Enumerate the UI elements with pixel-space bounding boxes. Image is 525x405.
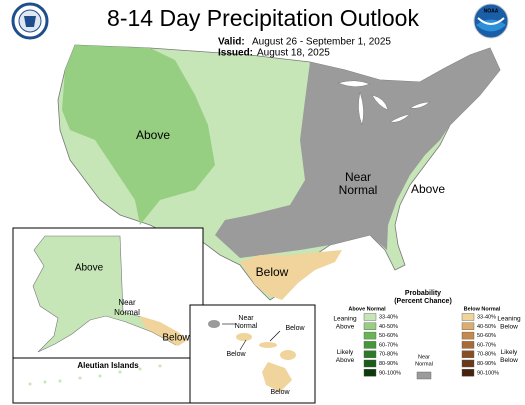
legend-swatch (461, 350, 475, 358)
legend-swatch (363, 331, 377, 340)
aleutian-label: Aleutian Islands (77, 361, 139, 370)
legend-bin-label: 33-40% (379, 314, 398, 320)
legend-swatch (363, 369, 377, 377)
big-island (262, 362, 292, 392)
alaska-inset (12, 227, 204, 404)
great-lakes (337, 80, 431, 126)
legend-swatch (461, 322, 475, 330)
alaska-below-region (140, 316, 188, 346)
kauai (208, 320, 220, 328)
legend-bin-label: 70-80% (477, 352, 496, 358)
tx-below-region (240, 250, 342, 300)
region-label: Normal (339, 183, 378, 197)
molokai (259, 342, 277, 348)
region-label: Below (162, 333, 190, 344)
title: 8-14 Day Precipitation Outlook (107, 5, 419, 31)
legend-swatch (461, 341, 475, 349)
legend-bin-label: 60-70% (379, 342, 398, 348)
legend-group-label: Above (336, 324, 355, 331)
near-normal-region (215, 48, 500, 258)
legend-group-label: Below (500, 324, 518, 331)
legend-near-label: Near (418, 354, 430, 360)
region-label: Below (226, 351, 246, 358)
issued-date: August 18, 2025 (257, 48, 330, 59)
legend-near-label: Normal (415, 361, 433, 367)
conus-map (57, 44, 501, 301)
oahu (236, 333, 252, 341)
legend-swatch (363, 341, 377, 349)
noaa-logo-text: NOAA (484, 8, 499, 14)
legend-group-label: Likely (337, 349, 354, 356)
west-above-region (62, 45, 215, 225)
legend-title: (Percent Chance) (394, 298, 452, 305)
hawaii-inset (189, 304, 316, 404)
legend-header: Above Normal (348, 306, 386, 312)
legend-swatch (461, 359, 475, 368)
noaa-logo (473, 3, 509, 39)
legend-group-label: Below (500, 357, 518, 364)
maui (280, 350, 296, 360)
legend-bin-label: 90-100% (379, 370, 401, 376)
doc-logo (11, 2, 49, 40)
region-label: Above (75, 263, 104, 274)
legend-swatch (363, 350, 377, 358)
aleutian-islands (28, 364, 162, 386)
legend-group-label: Leaning (333, 316, 357, 323)
legend-swatch (363, 322, 377, 330)
region-label: Below (285, 325, 305, 332)
region-label: Near (118, 298, 136, 307)
legend-bin-label: 60-70% (477, 342, 496, 348)
legend-title: Probability (405, 290, 441, 297)
region-label: Below (270, 389, 290, 396)
legend-bin-label: 50-60% (379, 333, 398, 339)
legend-swatch (461, 369, 475, 377)
region-label: Near (345, 170, 371, 184)
region-label: Below (256, 265, 289, 279)
legend-bin-label: 33-40% (477, 314, 496, 320)
legend-bin-label: 70-80% (379, 352, 398, 358)
legend-bin-label: 90-100% (477, 370, 499, 376)
region-label: Normal (235, 323, 258, 330)
legend-group-label: Above (336, 357, 355, 364)
legend-swatch (416, 371, 432, 380)
legend-header: Below Normal (464, 306, 501, 312)
legend-group-label: Likely (501, 349, 518, 356)
legend-bin-label: 50-60% (477, 333, 496, 339)
valid-dates: August 26 - September 1, 2025 (252, 37, 391, 48)
legend-swatch (461, 313, 475, 321)
legend-swatch (461, 331, 475, 340)
issued-label: Issued: (218, 48, 253, 59)
valid-label: Valid: (218, 37, 245, 48)
region-label: Near (238, 315, 254, 322)
legend-swatch (363, 359, 377, 368)
region-label: Normal (114, 308, 140, 317)
region-label: Above (136, 128, 170, 142)
legend-bin-label: 40-50% (477, 324, 496, 330)
legend-bin-label: 80-90% (477, 361, 496, 367)
region-label: Above (411, 182, 445, 196)
legend-bin-label: 80-90% (379, 361, 398, 367)
legend-swatch (363, 313, 377, 321)
legend-bin-label: 40-50% (379, 324, 398, 330)
legend-group-label: Leaning (497, 316, 521, 323)
